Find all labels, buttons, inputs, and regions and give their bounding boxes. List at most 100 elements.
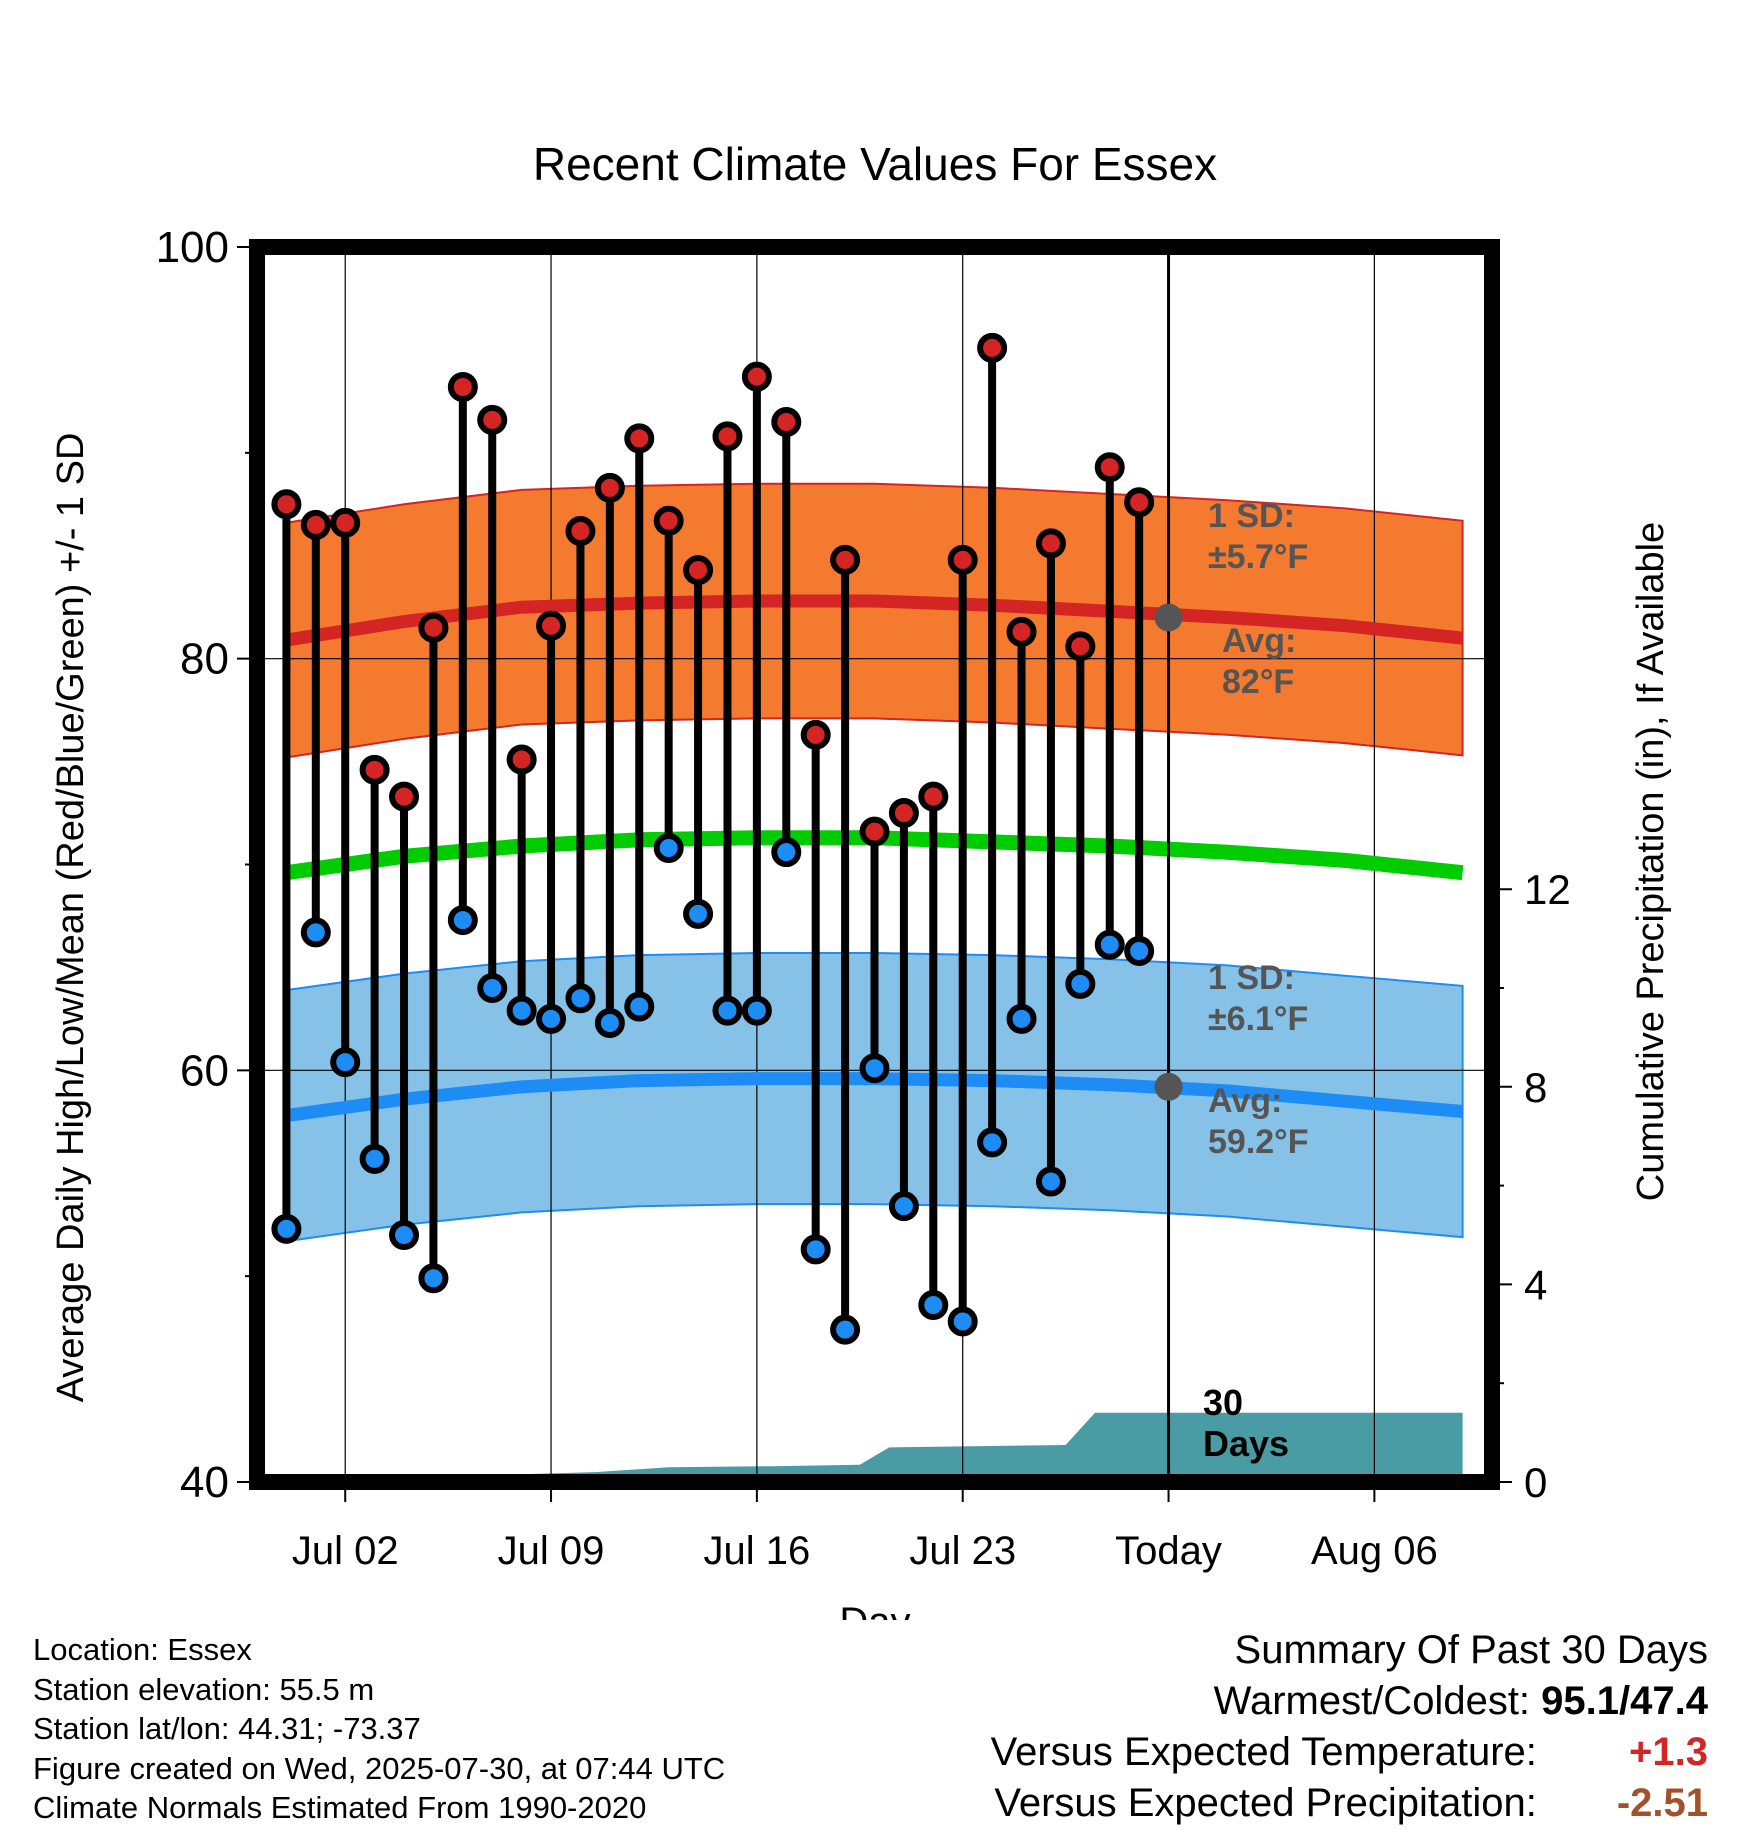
daily-low-point bbox=[859, 1053, 890, 1084]
warm-cold-row: Warmest/Coldest: 95.1/47.4 bbox=[991, 1676, 1708, 1727]
y-tick-label: 40 bbox=[180, 1458, 229, 1507]
y2-tick-label: 4 bbox=[1524, 1261, 1547, 1308]
daily-low-point bbox=[947, 1306, 978, 1337]
daily-low-point bbox=[477, 973, 508, 1003]
daily-low-point bbox=[1035, 1166, 1066, 1197]
daily-low-point bbox=[1124, 935, 1155, 966]
low-avg-value: 59.2°F bbox=[1208, 1123, 1309, 1161]
daily-high-point bbox=[271, 489, 302, 520]
daily-low-point bbox=[771, 837, 802, 868]
high-sd-value: ±5.7°F bbox=[1208, 538, 1308, 576]
low-avg-label: Avg: bbox=[1208, 1082, 1282, 1120]
daily-high-point bbox=[859, 816, 890, 847]
low-sd-label: 1 SD: bbox=[1208, 959, 1295, 997]
daily-high-point bbox=[506, 744, 537, 775]
daily-high-point bbox=[594, 472, 625, 503]
station-info: Location: Essex Station elevation: 55.5 … bbox=[33, 1630, 725, 1828]
daily-high-point bbox=[741, 361, 772, 392]
warm-cold-label: Warmest/Coldest: bbox=[1213, 1679, 1531, 1723]
daily-high-point bbox=[1094, 452, 1125, 483]
daily-low-point bbox=[418, 1263, 449, 1294]
daily-high-point bbox=[1035, 528, 1066, 559]
y-tick-label: 100 bbox=[156, 223, 229, 272]
daily-low-point bbox=[330, 1047, 361, 1078]
daily-high-point bbox=[888, 798, 919, 829]
daily-high-point bbox=[947, 544, 978, 575]
daily-high-point bbox=[300, 509, 331, 540]
daily-high-point bbox=[918, 781, 949, 812]
daily-low-point bbox=[565, 983, 596, 1014]
daily-high-point bbox=[359, 754, 390, 785]
x-tick-label: Today bbox=[1115, 1529, 1222, 1573]
high-avg-value: 82°F bbox=[1222, 663, 1294, 701]
x-tick-label: Aug 06 bbox=[1311, 1529, 1438, 1573]
daily-high-point bbox=[1006, 616, 1037, 647]
daily-low-point bbox=[918, 1289, 949, 1320]
daily-low-point bbox=[683, 898, 714, 929]
y2-tick-label: 8 bbox=[1524, 1064, 1547, 1111]
x-tick-label: Jul 09 bbox=[498, 1529, 605, 1573]
daily-high-point bbox=[800, 719, 831, 750]
y2-tick-label: 0 bbox=[1524, 1459, 1547, 1506]
daily-low-point bbox=[653, 833, 684, 864]
daily-high-point bbox=[771, 406, 802, 437]
low-sd-value: ±6.1°F bbox=[1208, 1000, 1308, 1038]
daily-high-point bbox=[536, 610, 567, 641]
daily-high-point bbox=[477, 404, 508, 435]
chart-title: Recent Climate Values For Essex bbox=[533, 138, 1217, 190]
daily-low-point bbox=[389, 1220, 420, 1250]
daily-low-point bbox=[624, 991, 655, 1022]
daily-low-point bbox=[536, 1003, 567, 1034]
daily-high-point bbox=[447, 371, 478, 402]
y2-axis-label: Cumulative Precipitation (in), If Availa… bbox=[1630, 522, 1672, 1201]
daily-high-point bbox=[683, 555, 714, 586]
daily-low-point bbox=[830, 1314, 861, 1345]
daily-low-point bbox=[359, 1143, 390, 1174]
temp-row: Versus Expected Temperature: +1.3 bbox=[991, 1727, 1708, 1778]
daily-low-point bbox=[594, 1007, 625, 1038]
daily-low-point bbox=[447, 905, 478, 936]
y-tick-label: 60 bbox=[180, 1046, 229, 1095]
daily-high-point bbox=[977, 332, 1008, 363]
x-tick-label: Jul 02 bbox=[292, 1529, 399, 1573]
daily-high-point bbox=[624, 423, 655, 454]
high-sd-label: 1 SD: bbox=[1208, 497, 1295, 535]
daily-low-point bbox=[300, 917, 331, 948]
daily-low-point bbox=[1065, 968, 1096, 999]
precip-row: Versus Expected Precipitation: -2.51 bbox=[991, 1778, 1708, 1829]
normals-text: Climate Normals Estimated From 1990-2020 bbox=[33, 1790, 647, 1825]
days-label-text: Days bbox=[1203, 1423, 1289, 1464]
daily-high-point bbox=[565, 516, 596, 547]
y2-tick-label: 12 bbox=[1524, 866, 1571, 913]
daily-high-point bbox=[1124, 487, 1155, 518]
daily-low-point bbox=[506, 995, 537, 1026]
location-text: Location: Essex bbox=[33, 1632, 252, 1667]
x-tick-label: Jul 23 bbox=[909, 1529, 1016, 1573]
daily-high-point bbox=[418, 612, 449, 643]
x-axis-label: Day bbox=[839, 1600, 910, 1620]
today-low-avg-marker bbox=[1154, 1072, 1183, 1101]
daily-low-point bbox=[888, 1191, 919, 1222]
temp-value: +1.3 bbox=[1629, 1730, 1708, 1774]
latlon-text: Station lat/lon: 44.31; -73.37 bbox=[33, 1711, 421, 1746]
summary-panel: Summary Of Past 30 Days Warmest/Coldest:… bbox=[991, 1625, 1708, 1829]
precip-value: -2.51 bbox=[1616, 1781, 1708, 1825]
daily-high-point bbox=[830, 544, 861, 575]
daily-low-point bbox=[712, 995, 743, 1026]
warm-cold-value: 95.1/47.4 bbox=[1541, 1679, 1708, 1723]
temp-label: Versus Expected Temperature: bbox=[990, 1730, 1537, 1774]
y-axis-label: Average Daily High/Low/Mean (Red/Blue/Gr… bbox=[50, 433, 92, 1403]
x-tick-label: Jul 16 bbox=[704, 1529, 811, 1573]
daily-low-point bbox=[741, 995, 772, 1026]
days-label-number: 30 bbox=[1203, 1382, 1243, 1423]
elevation-text: Station elevation: 55.5 m bbox=[33, 1671, 375, 1707]
high-mean-line bbox=[285, 594, 1464, 647]
created-text: Figure created on Wed, 2025-07-30, at 07… bbox=[33, 1750, 726, 1786]
daily-high-point bbox=[389, 781, 420, 812]
daily-low-point bbox=[977, 1127, 1008, 1158]
summary-title: Summary Of Past 30 Days bbox=[1234, 1628, 1708, 1672]
daily-high-point bbox=[712, 421, 743, 452]
daily-high-point bbox=[1065, 631, 1096, 662]
today-high-avg-marker bbox=[1154, 603, 1183, 632]
